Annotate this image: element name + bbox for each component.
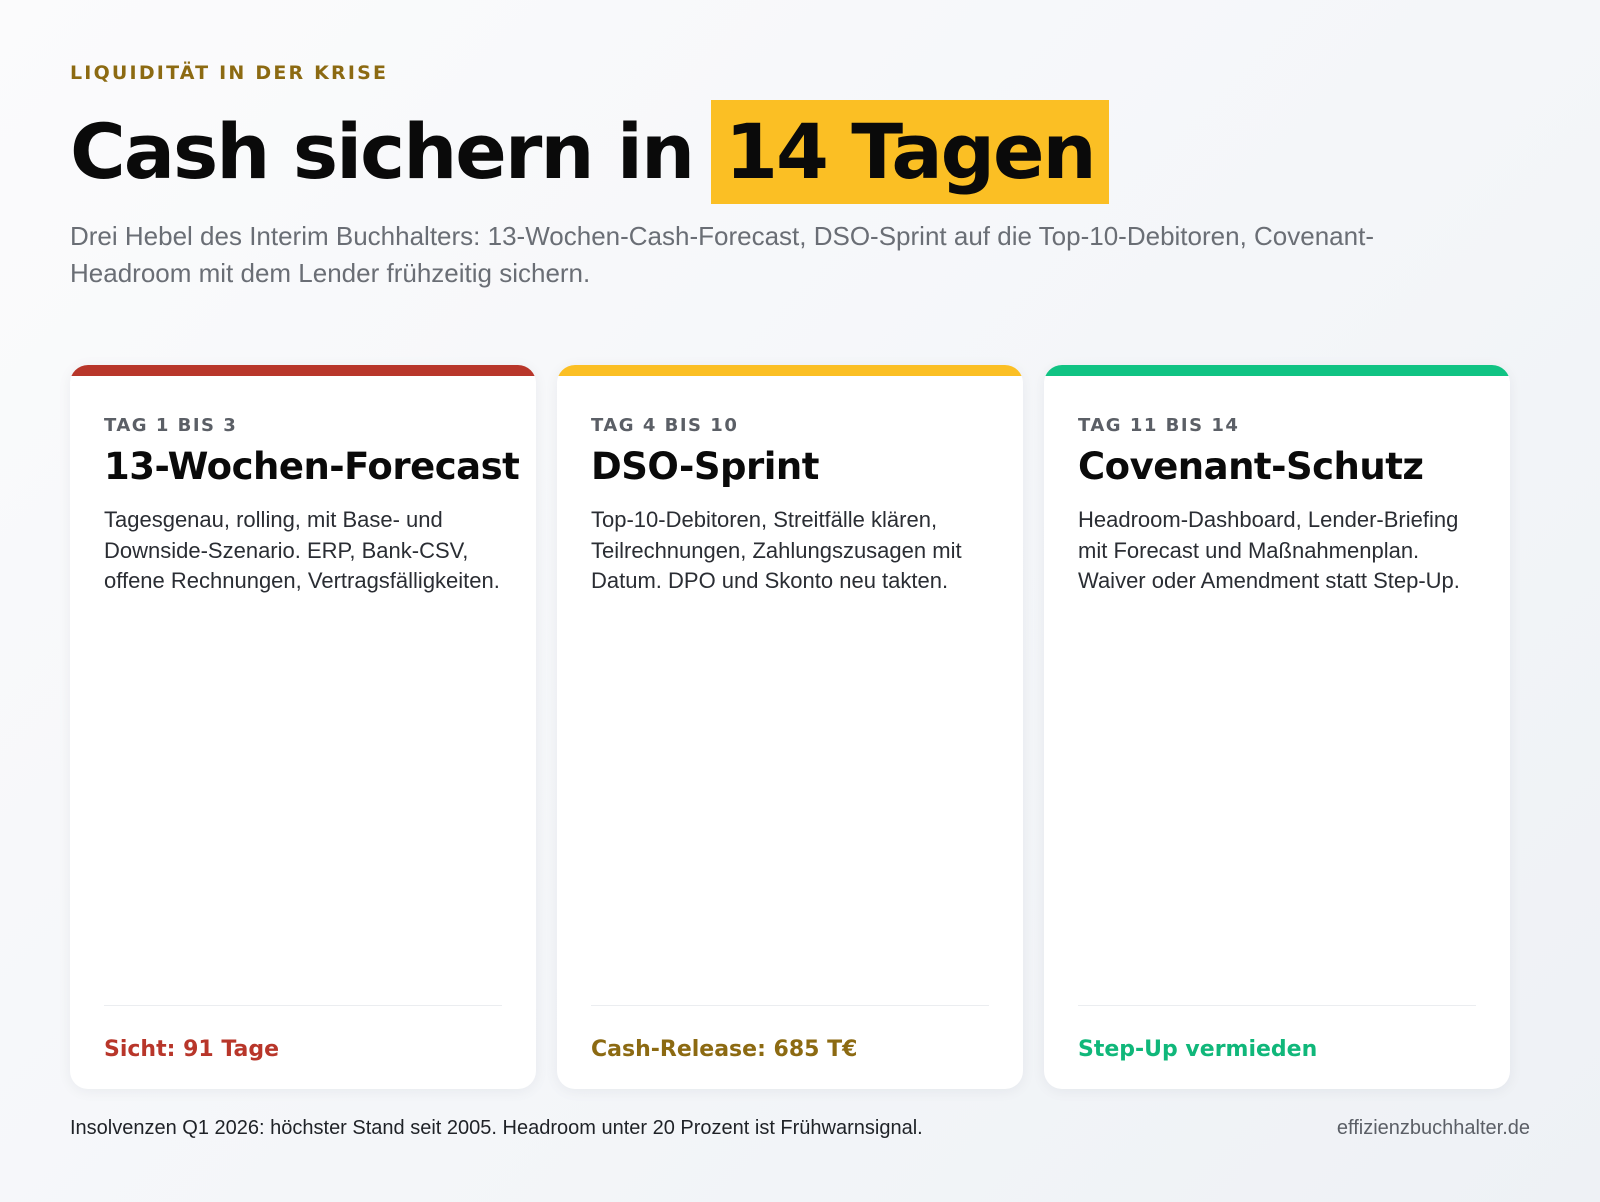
card-divider [591, 1005, 989, 1006]
card-phase: TAG 11 BIS 14 [1078, 415, 1240, 436]
card-covenant: TAG 11 BIS 14 Covenant-Schutz Headroom-D… [1044, 365, 1510, 1089]
card-title: Covenant-Schutz [1078, 445, 1424, 488]
card-phase: TAG 4 BIS 10 [591, 415, 739, 436]
card-description: Tagesgenau, rolling, mit Base- und Downs… [104, 507, 500, 593]
card-divider [1078, 1005, 1476, 1006]
infographic-page: LIQUIDITÄT IN DER KRISE Cash sichern in 1… [70, 0, 1530, 1202]
card-accent-bar [70, 365, 536, 376]
card-accent-bar [557, 365, 1023, 376]
page-title-text: Cash sichern in [70, 107, 695, 196]
card-description: Top-10-Debitoren, Streitfälle klären, Te… [591, 507, 962, 593]
card-accent-bar [1044, 365, 1510, 376]
card-title: 13-Wochen-Forecast [104, 445, 520, 488]
card-divider [104, 1005, 502, 1006]
card-dso-sprint: TAG 4 BIS 10 DSO-Sprint Top-10-Debitoren… [557, 365, 1023, 1089]
card-description: Headroom-Dashboard, Lender-Briefing mit … [1078, 507, 1460, 593]
page-title-highlight: 14 Tagen [711, 100, 1109, 204]
eyebrow-label: LIQUIDITÄT IN DER KRISE [70, 62, 389, 84]
card-grid: TAG 1 BIS 3 13-Wochen-Forecast Tagesgena… [70, 365, 1530, 1089]
card-result: Step-Up vermieden [1078, 1037, 1318, 1062]
card-result: Cash-Release: 685 T€ [591, 1037, 858, 1062]
page-title: Cash sichern in 14 Tagen [70, 100, 1109, 204]
footer-site-link[interactable]: effizienzbuchhalter.de [1336, 1117, 1530, 1139]
card-title: DSO-Sprint [591, 445, 819, 488]
card-forecast: TAG 1 BIS 3 13-Wochen-Forecast Tagesgena… [70, 365, 536, 1089]
card-phase: TAG 1 BIS 3 [104, 415, 238, 436]
page-subtitle: Drei Hebel des Interim Buchhalters: 13-W… [70, 221, 1374, 288]
footer-note: Insolvenzen Q1 2026: höchster Stand seit… [70, 1117, 923, 1139]
card-result: Sicht: 91 Tage [104, 1037, 280, 1062]
